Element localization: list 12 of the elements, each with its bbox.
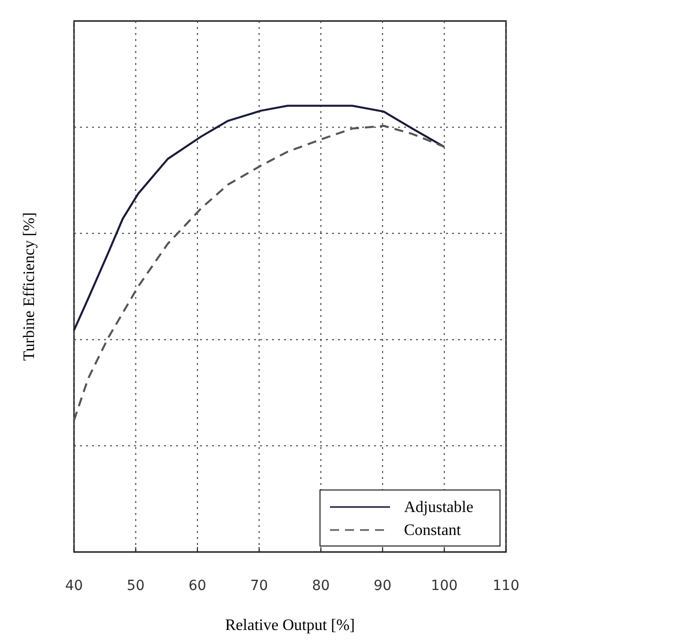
- x-tick-label: 50: [126, 578, 145, 594]
- legend-label: Adjustable: [404, 499, 474, 516]
- x-tick-label: 60: [188, 578, 206, 594]
- y-axis-title: Turbine Efficiency [%]: [21, 212, 38, 361]
- x-tick-label: 110: [492, 578, 520, 594]
- x-tick-label: 80: [312, 578, 330, 594]
- x-tick-label: 70: [250, 578, 268, 594]
- x-tick-label: 40: [65, 578, 83, 594]
- x-tick-label: 100: [430, 578, 458, 594]
- x-tick-label: 90: [374, 578, 392, 594]
- legend-label: Constant: [404, 522, 462, 539]
- x-axis-title: Relative Output [%]: [225, 617, 355, 634]
